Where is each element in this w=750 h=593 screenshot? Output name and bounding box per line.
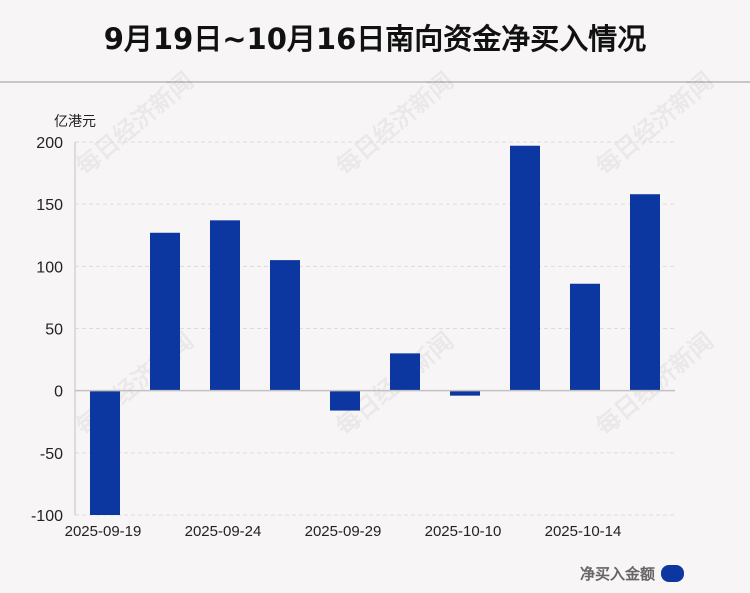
legend: 净买入金额 xyxy=(580,563,684,584)
bar xyxy=(570,283,600,391)
y-axis-unit-label: 亿港元 xyxy=(54,114,96,130)
bar xyxy=(630,194,660,391)
bar xyxy=(450,390,480,396)
legend-label: 净买入金额 xyxy=(579,565,655,583)
bar xyxy=(150,232,180,391)
chart-title: 9月19日~10月16日南向资金净买入情况 xyxy=(103,22,647,56)
bar xyxy=(330,390,360,411)
x-tick-label: 2025-10-14 xyxy=(545,523,622,540)
x-tick-label: 2025-09-29 xyxy=(305,523,382,540)
y-tick-label: 200 xyxy=(36,135,63,152)
bar xyxy=(90,390,120,515)
y-tick-label: 150 xyxy=(36,197,63,214)
y-tick-label: 50 xyxy=(45,322,63,339)
title-divider xyxy=(0,81,750,83)
y-tick-label: 100 xyxy=(36,259,63,276)
y-tick-label: -50 xyxy=(40,446,63,463)
bar xyxy=(210,220,240,391)
watermark: 每日经济新闻 xyxy=(331,67,459,181)
x-tick-label: 2025-09-19 xyxy=(65,523,142,540)
bar xyxy=(270,260,300,391)
y-tick-label: -100 xyxy=(31,508,63,525)
y-tick-label: 0 xyxy=(54,384,63,401)
x-tick-label: 2025-10-10 xyxy=(425,523,502,540)
watermark: 每日经济新闻 xyxy=(591,67,719,181)
x-tick-label: 2025-09-24 xyxy=(185,523,262,540)
bar xyxy=(390,353,420,391)
bar xyxy=(510,145,540,391)
legend-swatch xyxy=(661,565,684,582)
